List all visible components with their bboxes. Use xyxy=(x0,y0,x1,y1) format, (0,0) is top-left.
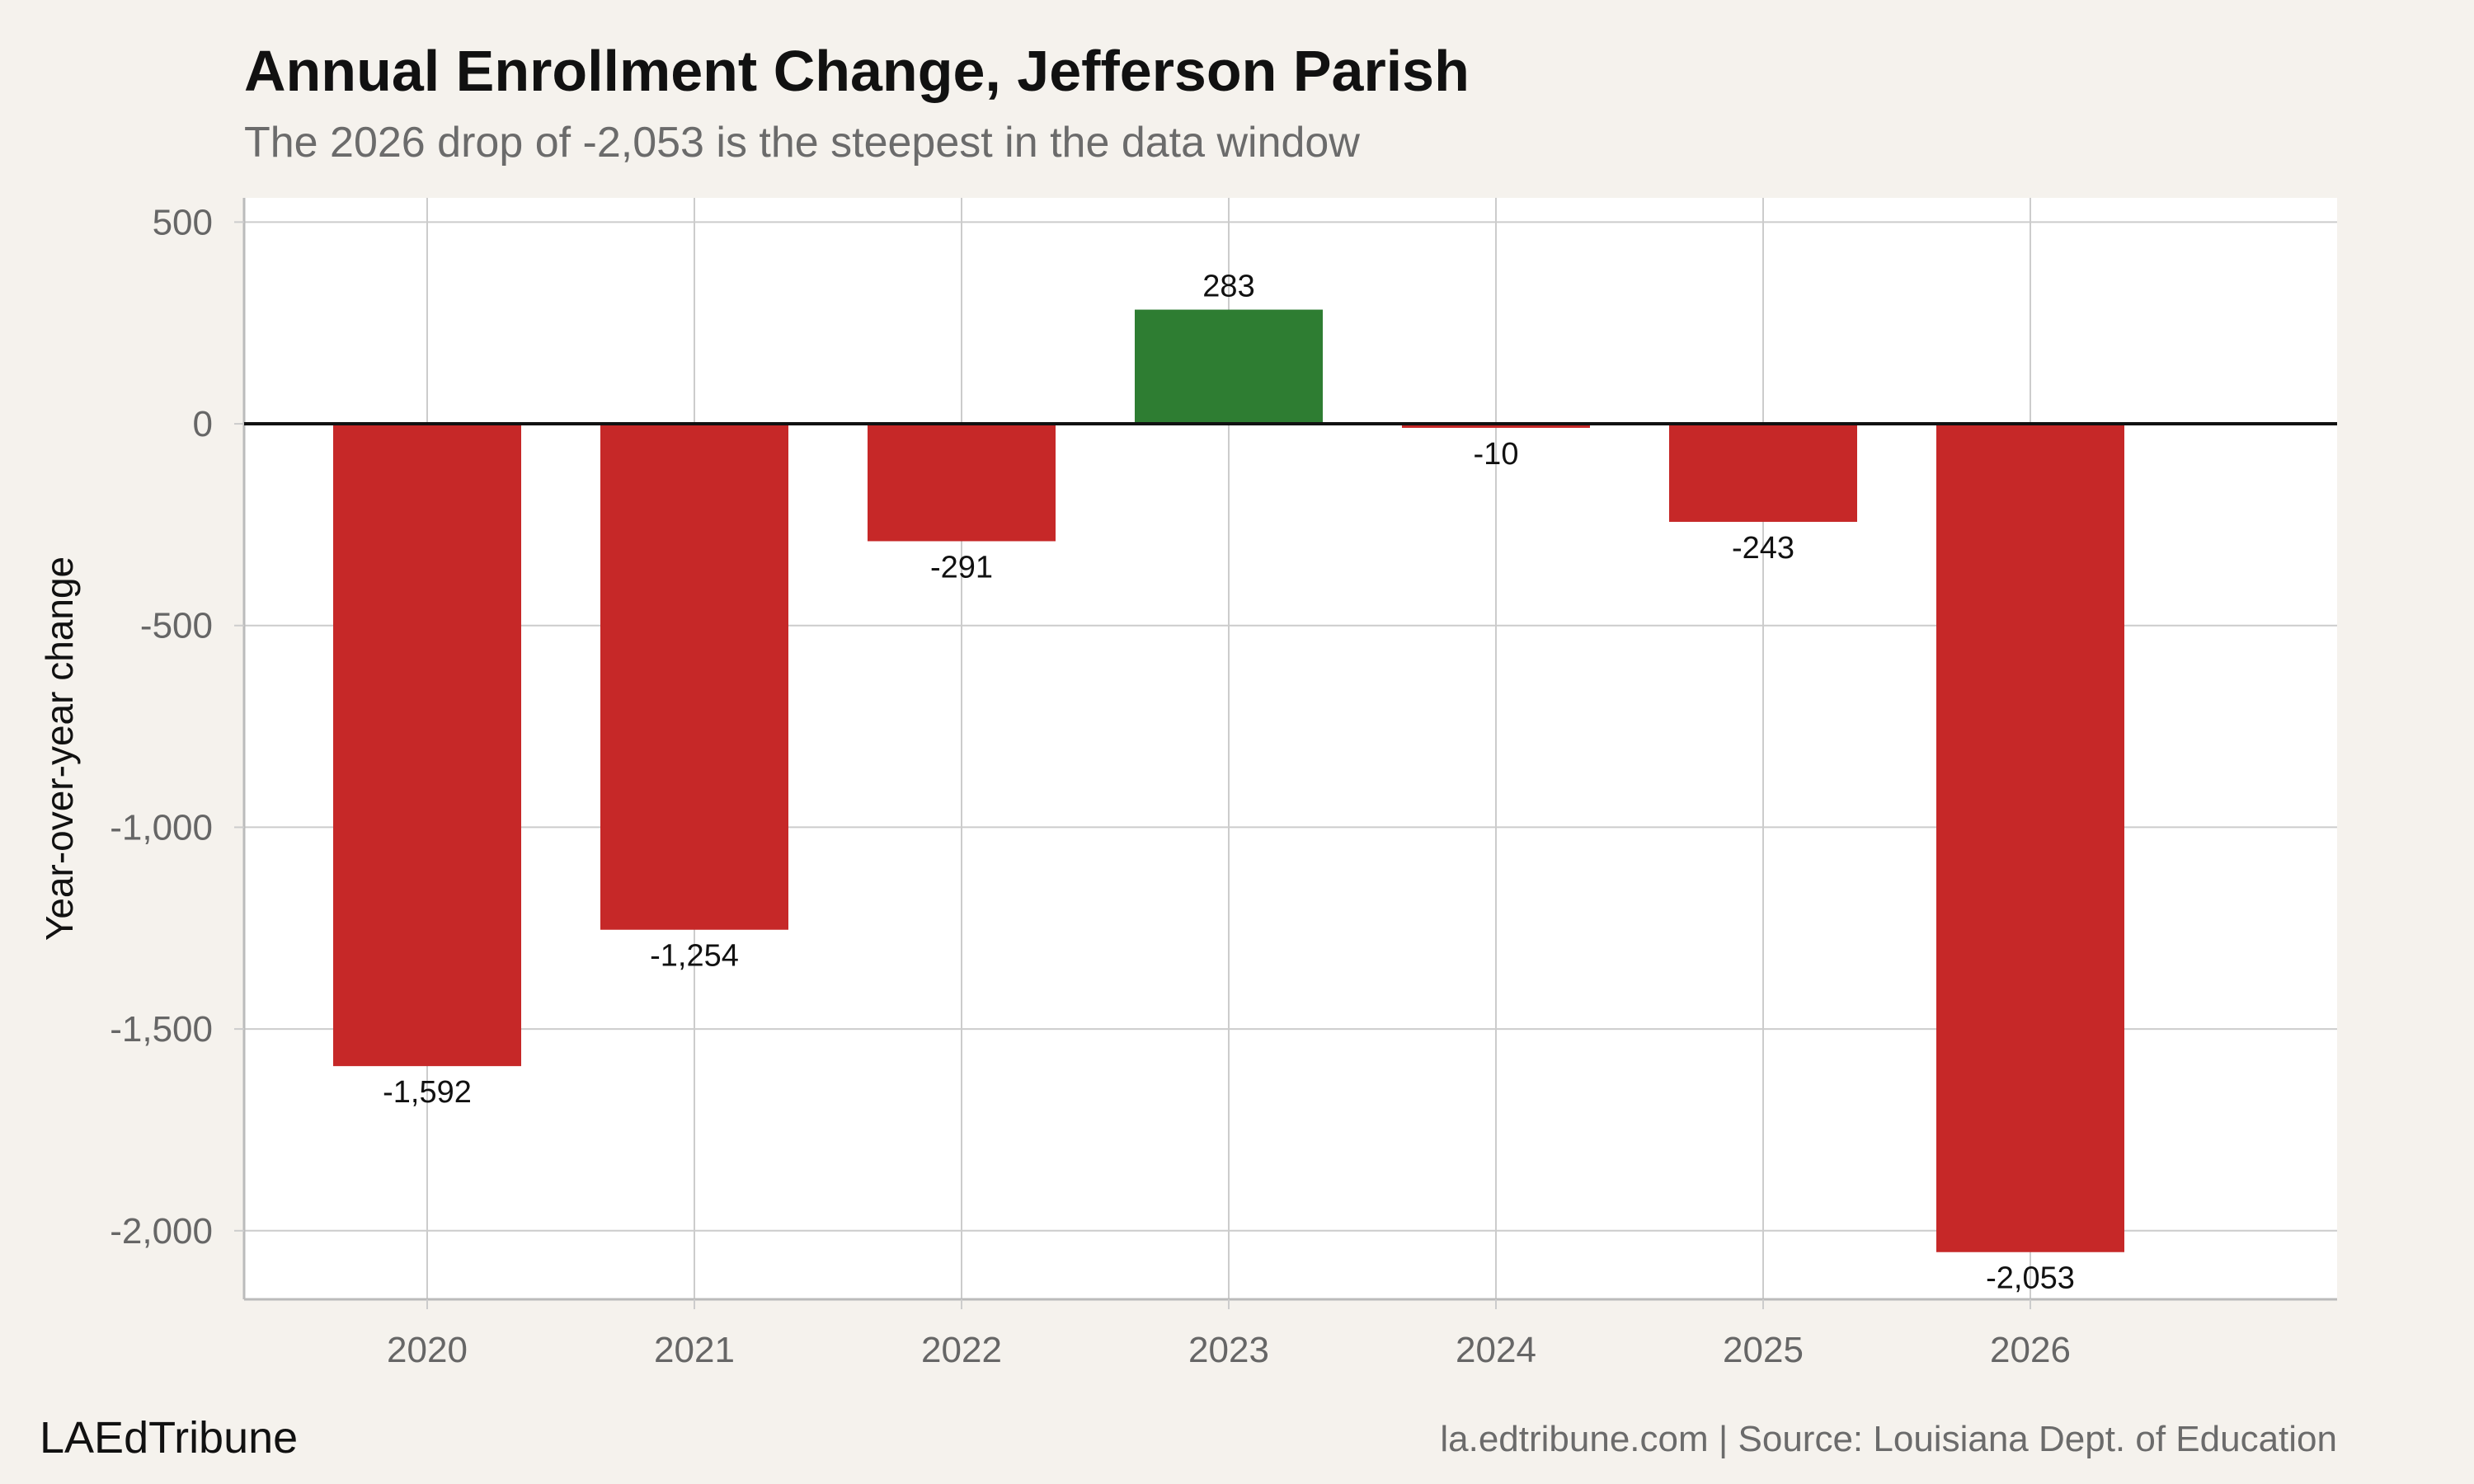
bar-2024 xyxy=(1402,424,1590,428)
x-tick-label-2026: 2026 xyxy=(1990,1330,2071,1370)
y-tick-label: -1,000 xyxy=(110,807,213,848)
chart-title: Annual Enrollment Change, Jefferson Pari… xyxy=(244,39,1470,103)
y-tick-label: 0 xyxy=(193,404,213,444)
x-tick-label-2020: 2020 xyxy=(387,1330,468,1370)
data-label-2024: -10 xyxy=(1474,437,1519,472)
data-label-2022: -291 xyxy=(930,550,993,585)
bar-2026 xyxy=(1936,424,2124,1252)
bar-2022 xyxy=(868,424,1056,542)
data-label-2023: 283 xyxy=(1202,270,1254,304)
bar-2020 xyxy=(333,424,521,1067)
x-tick-label-2022: 2022 xyxy=(921,1330,1002,1370)
y-axis-ticks: 500 0 -500 -1,000 -1,500 -2,000 xyxy=(110,202,244,1252)
data-labels: -1,592 -1,254 -291 283 -10 -243 -2,053 xyxy=(383,270,2075,1296)
chart-subtitle: The 2026 drop of -2,053 is the steepest … xyxy=(244,119,1360,167)
brand-logo-text: LAEdTribune xyxy=(40,1413,298,1463)
data-label-2025: -243 xyxy=(1732,531,1794,566)
x-tick-label-2021: 2021 xyxy=(654,1330,735,1370)
y-tick-label: -500 xyxy=(140,606,213,646)
x-tick-label-2024: 2024 xyxy=(1456,1330,1536,1370)
x-tick-label-2025: 2025 xyxy=(1723,1330,1804,1370)
data-label-2026: -2,053 xyxy=(1986,1261,2075,1296)
y-axis-label: Year-over-year change xyxy=(38,556,81,941)
bar-2021 xyxy=(600,424,788,930)
source-note: la.edtribune.com | Source: Louisiana Dep… xyxy=(1440,1419,2337,1459)
bars xyxy=(244,309,2337,1252)
grid xyxy=(242,198,2337,1301)
bar-2023 xyxy=(1135,309,1323,425)
y-tick-label: -1,500 xyxy=(110,1009,213,1050)
x-axis-ticks: 2020 2021 2022 2023 2024 2025 2026 xyxy=(387,1299,2071,1370)
x-tick-label-2023: 2023 xyxy=(1188,1330,1269,1370)
data-label-2020: -1,592 xyxy=(383,1075,472,1110)
y-tick-label: 500 xyxy=(153,202,213,242)
y-tick-label: -2,000 xyxy=(110,1211,213,1252)
data-label-2021: -1,254 xyxy=(650,939,739,974)
bar-2025 xyxy=(1669,424,1857,522)
